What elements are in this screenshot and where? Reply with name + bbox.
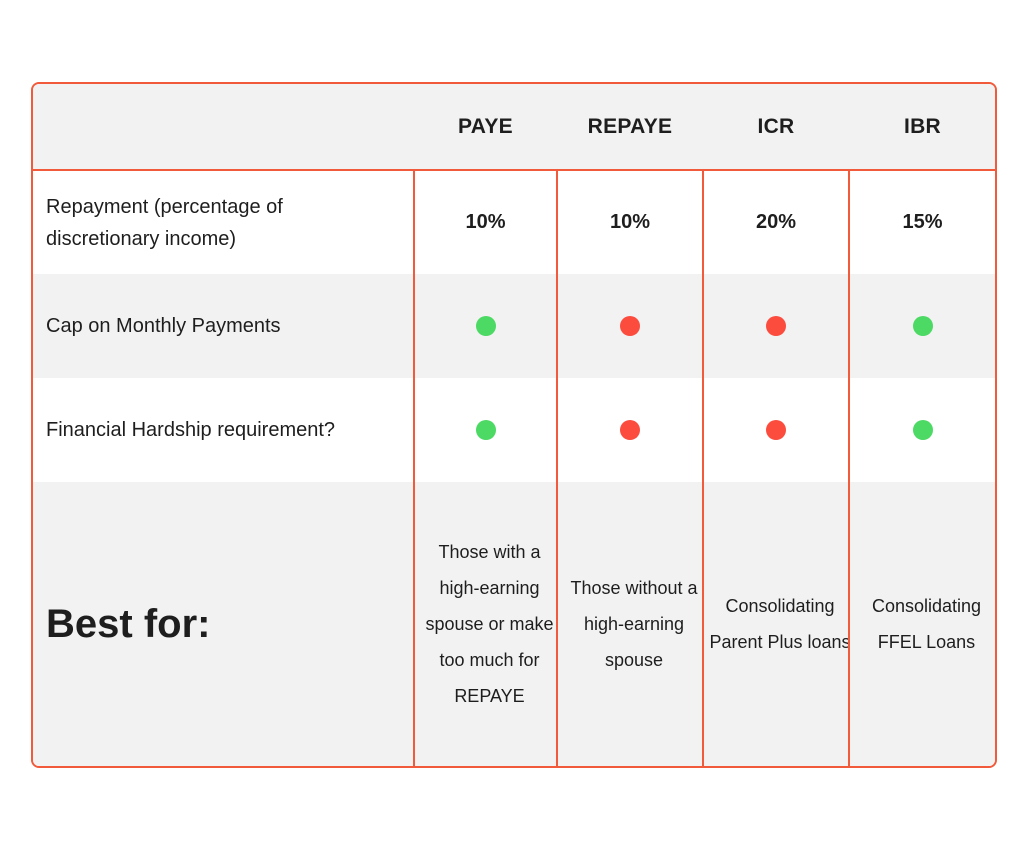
status-dot-icon [766, 316, 786, 336]
row-label-best-for: Best for: [46, 601, 211, 646]
status-dot-icon [766, 420, 786, 440]
column-header-paye: PAYE [458, 114, 513, 138]
best-for-repaye: Those without a high-earning spouse [570, 578, 698, 670]
column-header-icr: ICR [757, 114, 795, 138]
table-row-hardship: Financial Hardship requirement? [33, 378, 995, 482]
best-for-ibr: Consolidating FFEL Loans [871, 596, 982, 652]
status-dot-icon [912, 316, 933, 336]
status-dot-icon [912, 420, 933, 440]
best-for-paye: Those with a high-earning spouse or make… [425, 542, 554, 706]
status-dot-icon [620, 316, 640, 336]
column-divider [556, 171, 558, 766]
column-divider [702, 171, 704, 766]
repayment-ibr: 15% [902, 211, 943, 233]
table-row-cap: Cap on Monthly Payments [33, 274, 995, 378]
column-divider [848, 171, 850, 766]
status-dot-icon [620, 420, 640, 440]
column-header-ibr: IBR [903, 114, 942, 138]
status-dot-icon [475, 420, 496, 440]
comparison-table: PAYE REPAYE ICR IBR Repayment (percentag… [31, 82, 997, 768]
column-header-repaye: REPAYE [587, 114, 673, 138]
row-label-hardship: Financial Hardship requirement? [46, 419, 336, 441]
table-row-repayment: Repayment (percentage of discretionary i… [33, 171, 995, 274]
column-divider [413, 171, 415, 766]
repayment-icr: 20% [755, 211, 797, 233]
repayment-paye: 10% [465, 211, 506, 233]
row-label-repayment: Repayment (percentage of discretionary i… [46, 195, 283, 250]
table-header-row: PAYE REPAYE ICR IBR [33, 84, 995, 171]
status-dot-icon [475, 316, 496, 336]
row-label-cap: Cap on Monthly Payments [46, 315, 281, 337]
best-for-icr: Consolidating Parent Plus loans [709, 596, 851, 652]
table-row-best-for: Best for: Those with a high-earning spou… [33, 482, 995, 766]
repayment-repaye: 10% [609, 211, 651, 233]
